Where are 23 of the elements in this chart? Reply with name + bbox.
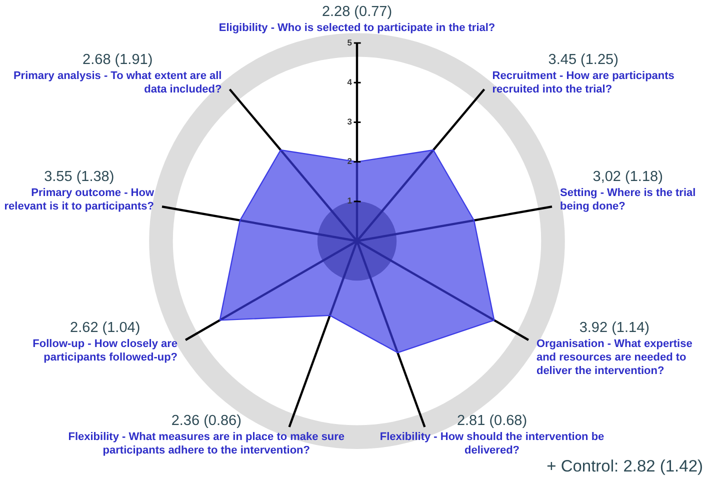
spoke-label: Flexibility - What measures are in place to make sure participants adhere to the intervention?	[68, 431, 345, 457]
text: 3.92 (1.14)	[579, 320, 650, 336]
y-tick-label: 1	[347, 196, 352, 206]
spoke-label: Primary analysis - To what extent are all data included?	[13, 70, 222, 96]
text: 2.68 (1.91)	[82, 52, 153, 68]
y-tick-label: 4	[347, 76, 352, 87]
spoke-label: Organisation - What expertise and resources are needed to deliver the intervention?	[536, 338, 692, 378]
spoke-label: Flexibility - How should the intervention be delivered?	[380, 431, 604, 457]
text: + Control: 2.82 (1.42)	[546, 458, 703, 476]
text: 3.55 (1.38)	[44, 169, 114, 186]
text: 2.28 (0.77)	[322, 4, 392, 20]
y-tick-label: 5	[347, 37, 352, 48]
spoke-label: Setting - Where is the trial being done?	[560, 187, 696, 213]
spoke-label: Recruitment - How are participants recruited into the trial?	[492, 70, 674, 96]
text: 2.62 (1.04)	[70, 320, 140, 336]
spoke-label: Primary outcome - How relevant is it to participants?	[4, 187, 154, 213]
text: 3,02 (1.18)	[592, 169, 663, 186]
y-tick-label: 3	[347, 116, 352, 127]
spoke-label: Follow-up - How closely are participants followed-up?	[32, 338, 178, 364]
text: 2.36 (0.86)	[171, 413, 242, 430]
text: 2.81 (0.68)	[456, 413, 528, 430]
spoke-label: Eligibility - Who is selected to participate in the trial?	[218, 22, 496, 34]
text: 3.45 (1.25)	[548, 52, 618, 68]
